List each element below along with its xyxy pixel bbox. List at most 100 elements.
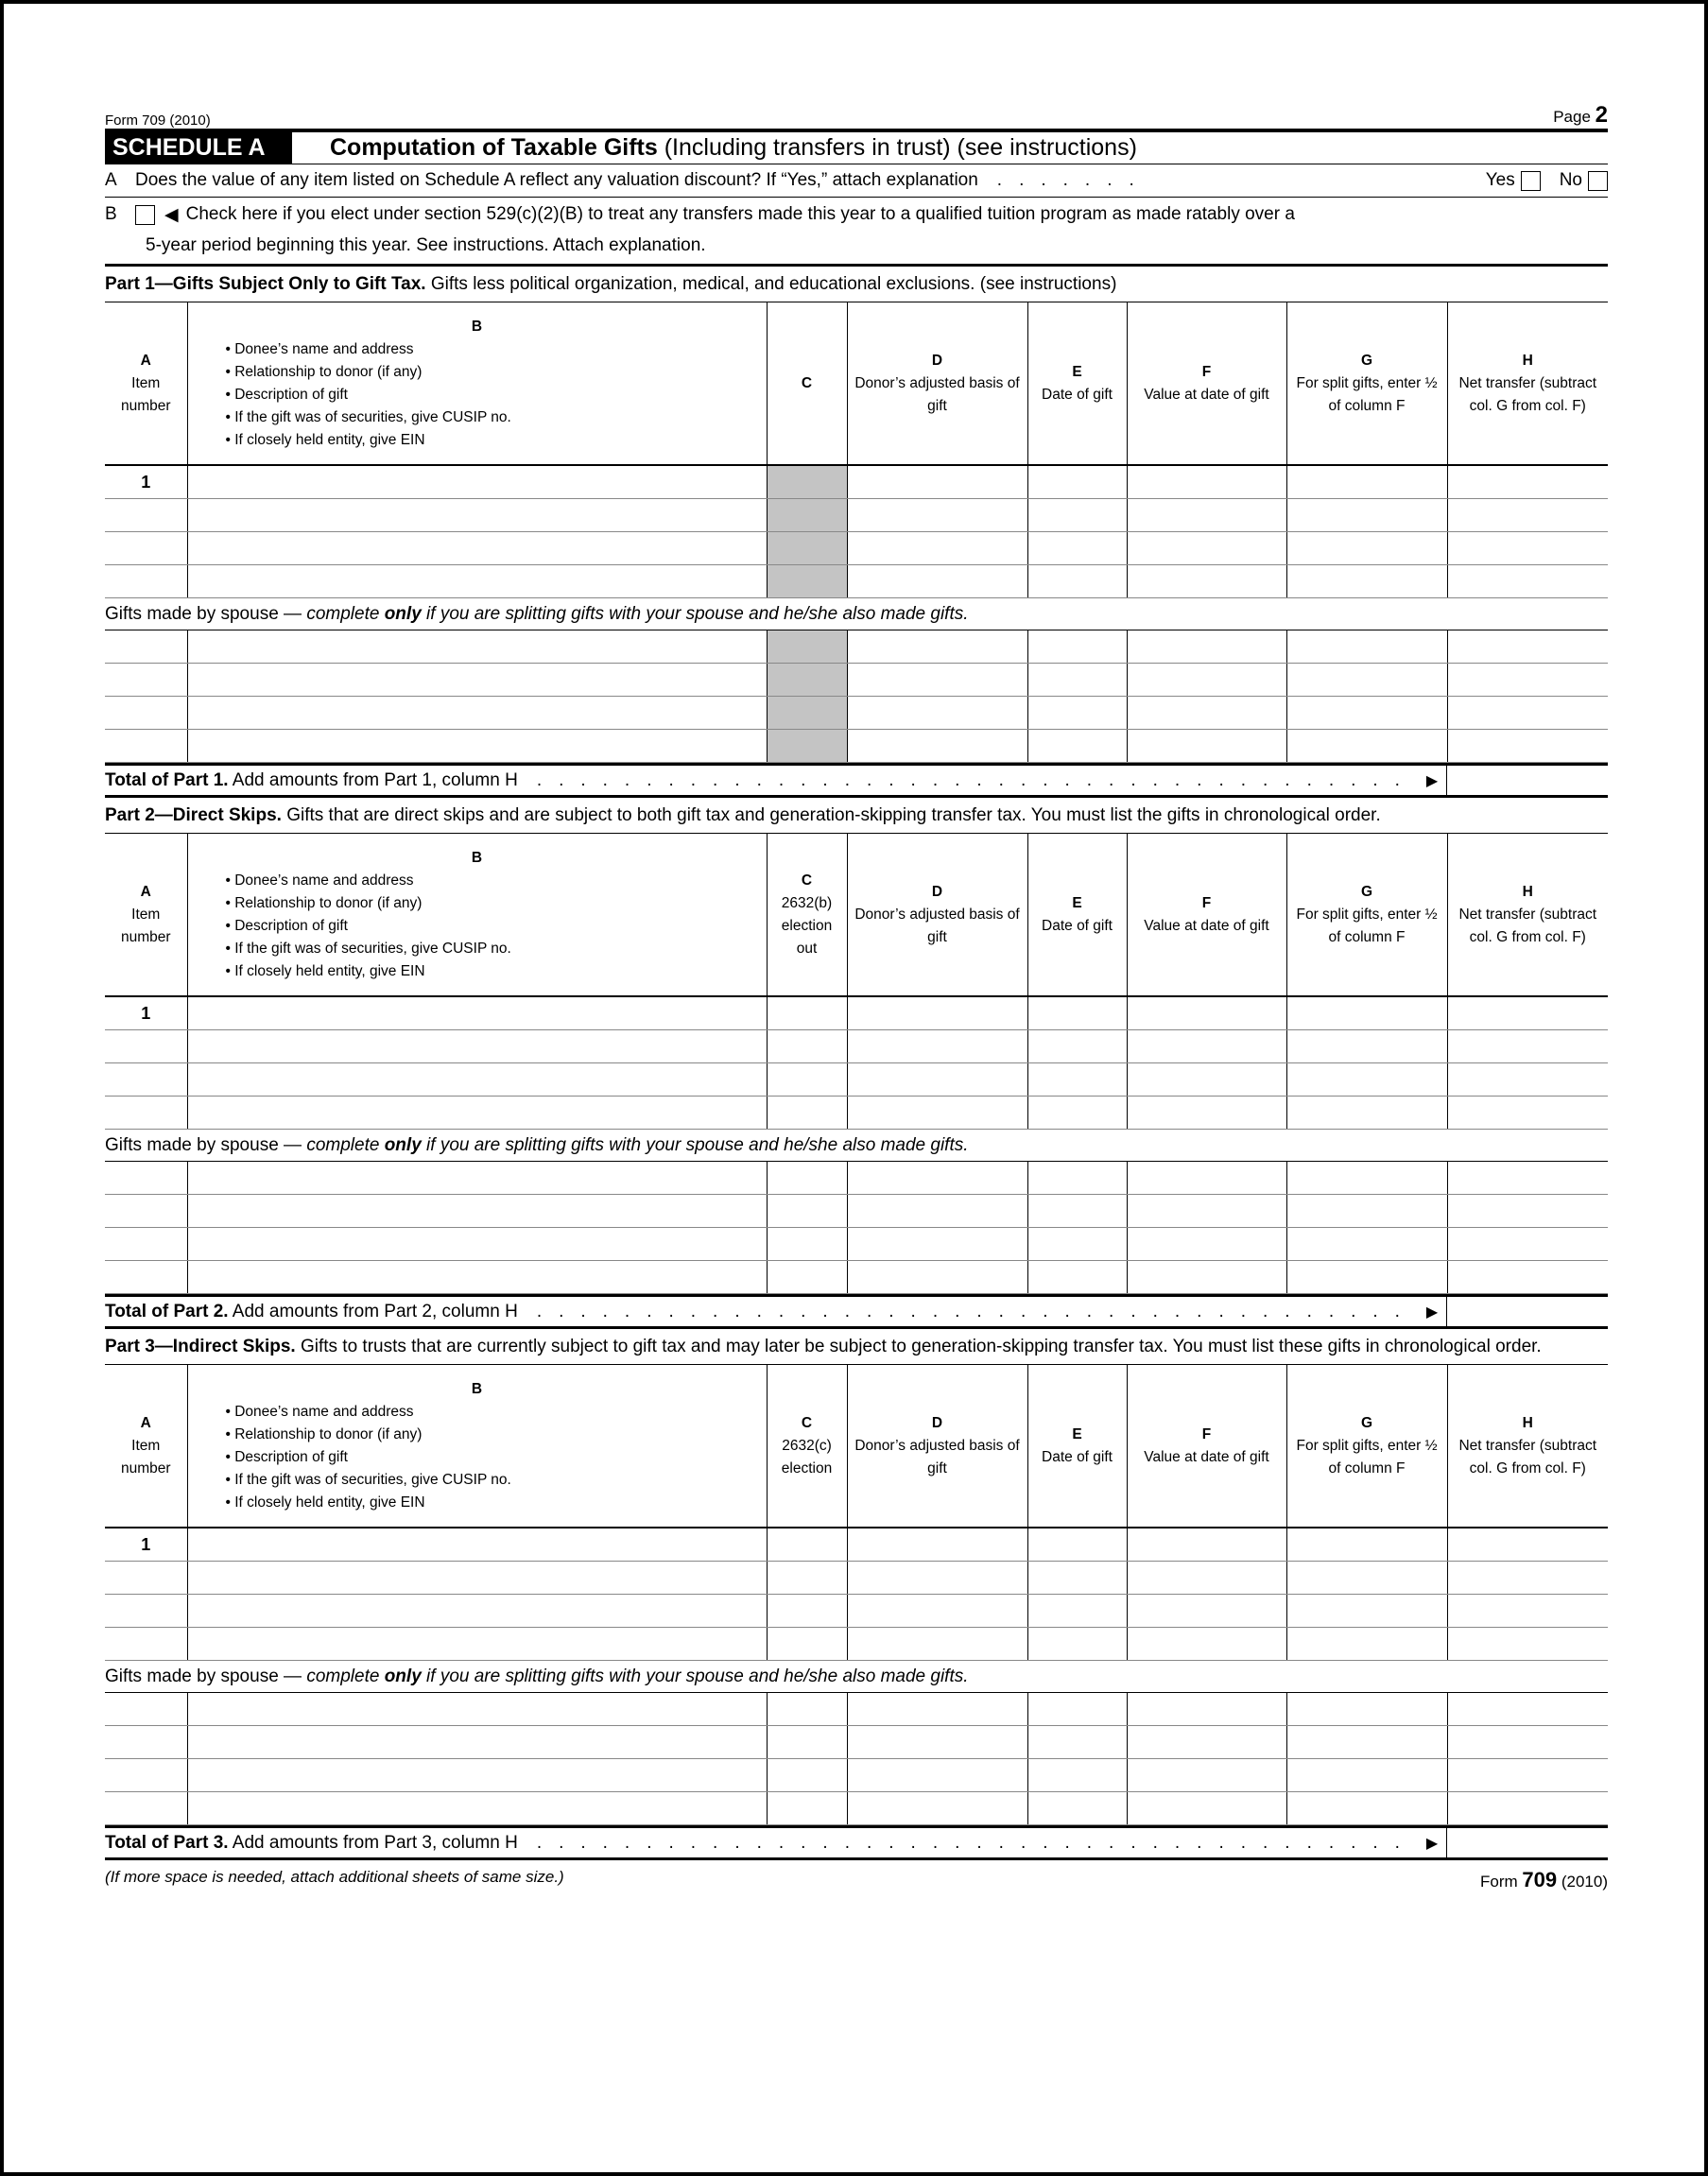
cell-col-a[interactable] — [105, 1029, 187, 1063]
cell-col-a[interactable] — [105, 1162, 187, 1195]
cell-col-c[interactable] — [766, 1758, 847, 1792]
cell-col-a[interactable] — [105, 1693, 187, 1726]
cell-col-h[interactable] — [1446, 564, 1608, 598]
cell-col-b[interactable] — [186, 630, 767, 664]
cell-col-c[interactable] — [766, 1725, 847, 1759]
cell-col-f[interactable] — [1126, 531, 1286, 565]
cell-col-f[interactable] — [1126, 1096, 1286, 1130]
cell-col-b[interactable] — [186, 1627, 767, 1661]
cell-col-a[interactable] — [105, 1791, 187, 1825]
cell-col-g[interactable] — [1285, 1096, 1447, 1130]
cell-col-d[interactable] — [846, 1725, 1027, 1759]
cell-col-d[interactable] — [846, 1062, 1027, 1097]
yes-checkbox[interactable] — [1520, 170, 1541, 191]
cell-col-c[interactable] — [766, 1561, 847, 1595]
total-amount-field[interactable] — [1446, 766, 1608, 795]
cell-col-g[interactable] — [1285, 729, 1447, 763]
cell-col-h[interactable] — [1446, 1791, 1608, 1825]
cell-col-g[interactable] — [1285, 1062, 1447, 1097]
cell-col-h[interactable] — [1446, 465, 1608, 499]
cell-col-e[interactable] — [1027, 1029, 1127, 1063]
cell-col-h[interactable] — [1446, 696, 1608, 730]
cell-col-f[interactable] — [1126, 1758, 1286, 1792]
cell-col-f[interactable] — [1126, 663, 1286, 697]
total-amount-field[interactable] — [1446, 1828, 1608, 1857]
cell-col-g[interactable] — [1285, 1194, 1447, 1228]
cell-col-e[interactable] — [1027, 1528, 1127, 1562]
cell-col-c[interactable] — [766, 1162, 847, 1195]
cell-col-h[interactable] — [1446, 1725, 1608, 1759]
cell-col-a[interactable]: 1 — [105, 996, 187, 1030]
cell-col-h[interactable] — [1446, 1627, 1608, 1661]
cell-col-c[interactable] — [766, 996, 847, 1030]
cell-col-a[interactable] — [105, 1260, 187, 1294]
cell-col-h[interactable] — [1446, 1260, 1608, 1294]
cell-col-c[interactable] — [766, 1260, 847, 1294]
cell-col-g[interactable] — [1285, 1162, 1447, 1195]
cell-col-g[interactable] — [1285, 1791, 1447, 1825]
cell-col-h[interactable] — [1446, 1029, 1608, 1063]
cell-col-f[interactable] — [1126, 1528, 1286, 1562]
cell-col-g[interactable] — [1285, 1561, 1447, 1595]
cell-col-a[interactable] — [105, 696, 187, 730]
cell-col-f[interactable] — [1126, 1062, 1286, 1097]
cell-col-f[interactable] — [1126, 1594, 1286, 1628]
cell-col-c[interactable] — [766, 1627, 847, 1661]
cell-col-f[interactable] — [1126, 1725, 1286, 1759]
cell-col-a[interactable] — [105, 1561, 187, 1595]
cell-col-a[interactable] — [105, 531, 187, 565]
cell-col-h[interactable] — [1446, 1528, 1608, 1562]
cell-col-b[interactable] — [186, 663, 767, 697]
cell-col-a[interactable] — [105, 1758, 187, 1792]
cell-col-h[interactable] — [1446, 1594, 1608, 1628]
cell-col-e[interactable] — [1027, 531, 1127, 565]
cell-col-e[interactable] — [1027, 1594, 1127, 1628]
cell-col-e[interactable] — [1027, 729, 1127, 763]
cell-col-d[interactable] — [846, 1260, 1027, 1294]
no-checkbox[interactable] — [1588, 170, 1608, 191]
cell-col-f[interactable] — [1126, 729, 1286, 763]
cell-col-d[interactable] — [846, 1561, 1027, 1595]
cell-col-f[interactable] — [1126, 1227, 1286, 1261]
cell-col-g[interactable] — [1285, 1758, 1447, 1792]
cell-col-b[interactable] — [186, 531, 767, 565]
cell-col-e[interactable] — [1027, 1062, 1127, 1097]
cell-col-a[interactable] — [105, 564, 187, 598]
cell-col-g[interactable] — [1285, 996, 1447, 1030]
cell-col-h[interactable] — [1446, 1758, 1608, 1792]
cell-col-e[interactable] — [1027, 1561, 1127, 1595]
cell-col-b[interactable] — [186, 1194, 767, 1228]
cell-col-f[interactable] — [1126, 1693, 1286, 1726]
cell-col-a[interactable] — [105, 630, 187, 664]
cell-col-d[interactable] — [846, 1528, 1027, 1562]
cell-col-b[interactable] — [186, 1029, 767, 1063]
cell-col-d[interactable] — [846, 1758, 1027, 1792]
cell-col-f[interactable] — [1126, 564, 1286, 598]
cell-col-e[interactable] — [1027, 996, 1127, 1030]
cell-col-h[interactable] — [1446, 1693, 1608, 1726]
cell-col-b[interactable] — [186, 465, 767, 499]
cell-col-e[interactable] — [1027, 630, 1127, 664]
cell-col-d[interactable] — [846, 696, 1027, 730]
cell-col-c[interactable] — [766, 1693, 847, 1726]
cell-col-d[interactable] — [846, 996, 1027, 1030]
cell-col-g[interactable] — [1285, 531, 1447, 565]
cell-col-d[interactable] — [846, 1162, 1027, 1195]
cell-col-a[interactable] — [105, 663, 187, 697]
cell-col-e[interactable] — [1027, 1758, 1127, 1792]
cell-col-g[interactable] — [1285, 1725, 1447, 1759]
cell-col-d[interactable] — [846, 564, 1027, 598]
cell-col-g[interactable] — [1285, 465, 1447, 499]
cell-col-h[interactable] — [1446, 1062, 1608, 1097]
cell-col-b[interactable] — [186, 996, 767, 1030]
election-529-checkbox[interactable] — [135, 204, 155, 225]
cell-col-c[interactable] — [766, 1528, 847, 1562]
cell-col-e[interactable] — [1027, 1227, 1127, 1261]
total-amount-field[interactable] — [1446, 1297, 1608, 1326]
cell-col-b[interactable] — [186, 729, 767, 763]
cell-col-h[interactable] — [1446, 1227, 1608, 1261]
cell-col-g[interactable] — [1285, 663, 1447, 697]
cell-col-e[interactable] — [1027, 1260, 1127, 1294]
cell-col-a[interactable] — [105, 498, 187, 532]
cell-col-h[interactable] — [1446, 996, 1608, 1030]
